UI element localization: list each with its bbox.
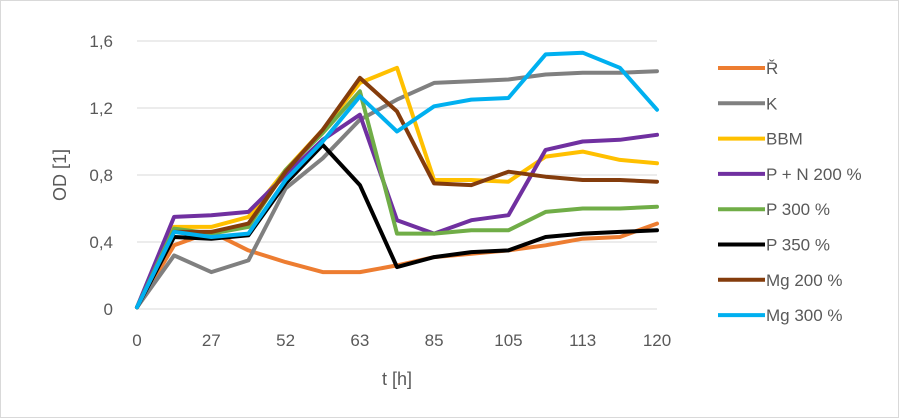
- legend-label: P 300 %: [766, 200, 830, 219]
- x-tick-label: 85: [425, 331, 444, 350]
- legend-label: Ř: [766, 59, 778, 78]
- series-line: [135, 112, 659, 310]
- legend: ŘK BBM P + N 200 % P 300 % P 350 % Mg 200 % Mg…: [718, 59, 862, 325]
- legend-label: Mg 200 %: [766, 271, 843, 290]
- series-line: [135, 65, 659, 310]
- legend-label: Mg 300 %: [766, 306, 843, 325]
- x-tick-label: 63: [350, 331, 369, 350]
- y-tick-labels: 0 0,4 0,8 1,2 1,6: [89, 32, 113, 319]
- y-tick-label: 1,2: [89, 99, 113, 118]
- series-line: [135, 89, 659, 310]
- x-tick-labels: 0 27 52 63 85 105 113 120: [132, 331, 671, 350]
- series-line: [135, 69, 659, 310]
- y-tick-label: 0,8: [89, 166, 113, 185]
- legend-label: P 350 %: [766, 236, 830, 255]
- x-tick-label: 120: [643, 331, 671, 350]
- series-lines: [135, 50, 659, 310]
- series-line: [135, 75, 659, 310]
- legend-label: P + N 200 %: [766, 165, 862, 184]
- y-tick-label: 0: [104, 300, 113, 319]
- x-tick-label: 105: [494, 331, 522, 350]
- x-tick-label: 0: [132, 331, 141, 350]
- y-axis-title: OD [1]: [50, 149, 70, 201]
- legend-label: K: [766, 94, 778, 113]
- y-tick-label: 0,4: [89, 233, 113, 252]
- series-line: [135, 50, 659, 310]
- x-tick-label: 27: [202, 331, 221, 350]
- y-tick-label: 1,6: [89, 32, 113, 51]
- x-axis-title: t [h]: [382, 369, 412, 389]
- legend-label: BBM: [766, 130, 803, 149]
- x-tick-label: 113: [569, 331, 596, 350]
- x-tick-label: 52: [276, 331, 295, 350]
